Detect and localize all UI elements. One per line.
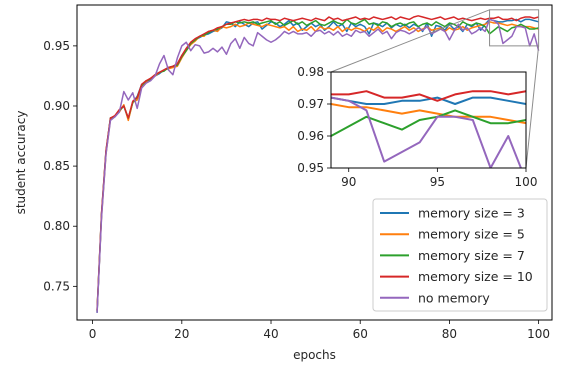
legend-label: no memory	[418, 290, 490, 305]
legend-label: memory size = 10	[418, 269, 533, 284]
inset-background	[331, 72, 526, 168]
y-tick-label: 0.90	[43, 99, 70, 113]
inset-frame	[330, 71, 527, 169]
x-tick-label: 80	[442, 327, 457, 341]
series-line-2	[331, 109, 526, 137]
inset-y-tick-label: 0.97	[297, 97, 324, 111]
x-tick-label: 60	[353, 327, 368, 341]
inset-x-tick-label: 95	[430, 175, 445, 189]
series-line-3	[331, 90, 526, 102]
plot-frame	[76, 4, 553, 321]
y-tick-label: 0.75	[43, 279, 70, 293]
zoom-box	[489, 9, 540, 47]
legend-label: memory size = 5	[418, 227, 525, 242]
inset-y-tick-label: 0.98	[297, 65, 324, 79]
x-tick-label: 100	[527, 327, 550, 341]
x-tick-label: 40	[263, 327, 278, 341]
main-plot: 0 20 40 60 80 100 0.75 0.80 0.85 0.90 0.95	[43, 4, 553, 341]
main-series-layer	[96, 15, 540, 313]
inset-x-tick-label: 100	[515, 175, 538, 189]
legend: memory size = 3 memory size = 5 memory siz…	[372, 198, 548, 312]
inset-plot: 90 95 100 0.95 0.96 0.97 0.98	[297, 65, 537, 189]
y-tick-label: 0.95	[43, 39, 70, 53]
inset-y-tick-label: 0.95	[297, 161, 324, 175]
series-line-1	[331, 103, 526, 125]
inset-y-tick-label: 0.96	[297, 129, 324, 143]
y-tick-label: 0.85	[43, 159, 70, 173]
inset-x-tick-label: 90	[341, 175, 356, 189]
y-axis-label: student accuracy	[14, 111, 28, 215]
y-tick-label: 0.80	[43, 219, 70, 233]
legend-label: memory size = 7	[418, 248, 525, 263]
x-tick-label: 0	[89, 327, 97, 341]
zoom-connector	[525, 45, 540, 169]
series-line-4	[331, 96, 523, 168]
zoom-indicator	[330, 9, 540, 169]
legend-box	[372, 198, 548, 312]
legend-label: memory size = 3	[418, 206, 525, 221]
series-line-3	[96, 15, 539, 311]
inset-series-layer	[331, 90, 526, 168]
series-line-4	[96, 18, 540, 313]
x-axis-label: epochs	[293, 348, 336, 362]
x-tick-label: 20	[174, 327, 189, 341]
zoom-connector	[330, 9, 490, 73]
